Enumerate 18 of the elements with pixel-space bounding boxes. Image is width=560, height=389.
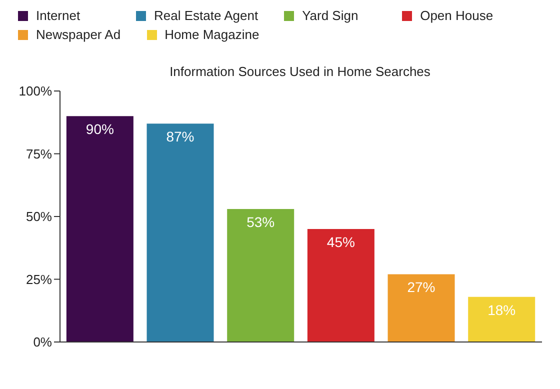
data-label: 27% bbox=[407, 279, 436, 296]
legend-label: Home Magazine bbox=[164, 27, 260, 42]
data-label: 87% bbox=[166, 128, 194, 145]
data-label: 90% bbox=[86, 121, 114, 138]
chart-title: Information Sources Used in Home Searches bbox=[168, 64, 432, 79]
y-tick-label: 50% bbox=[26, 209, 52, 224]
data-label: 18% bbox=[488, 302, 516, 318]
data-label: 53% bbox=[246, 214, 275, 230]
data-label: 45% bbox=[326, 234, 355, 250]
legend-label: Yard Sign bbox=[302, 8, 358, 23]
y-tick-label: 0% bbox=[33, 334, 52, 350]
legend-label: Newspaper Ad bbox=[36, 27, 121, 42]
y-tick-label: 25% bbox=[26, 272, 52, 287]
legend-label: Real Estate Agent bbox=[154, 8, 258, 23]
legend-label: Internet bbox=[36, 8, 80, 23]
y-tick-label: 75% bbox=[26, 146, 52, 162]
legend-label: Open House bbox=[420, 8, 494, 23]
y-tick-label: 100% bbox=[18, 84, 52, 99]
